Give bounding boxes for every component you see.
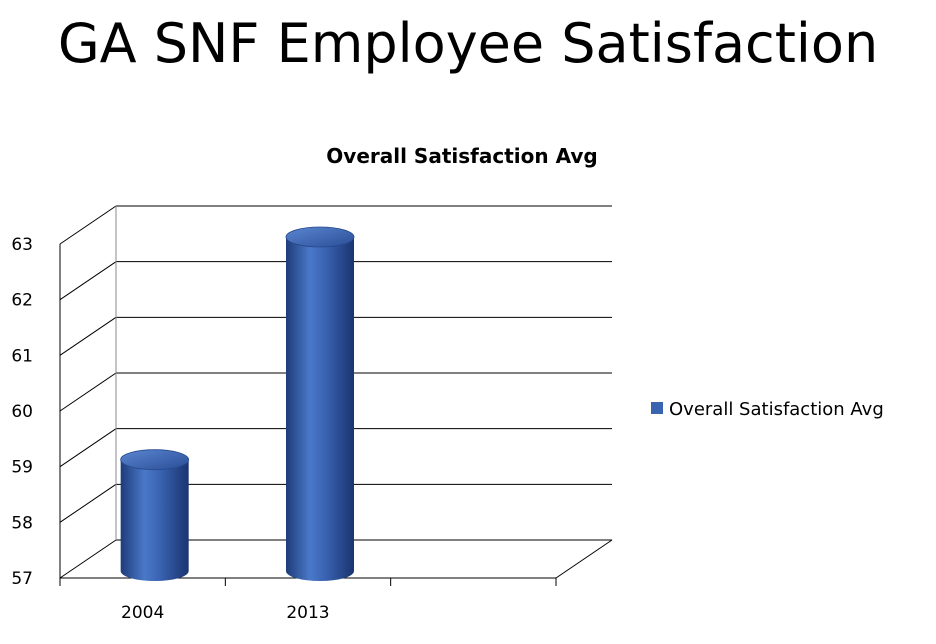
y-tick-label: 58 [11,513,33,533]
plot-area: 57 58 59 60 61 62 63 2004 2013 [11,205,613,623]
bar [120,459,189,581]
y-tick-label: 63 [11,235,33,255]
y-tick-label: 60 [11,402,33,422]
gridline-side [59,539,117,579]
bar-cap [285,226,355,248]
legend: Overall Satisfaction Avg [651,399,884,420]
gridline-side [59,261,117,301]
chart-title: Overall Satisfaction Avg [326,144,597,168]
y-tick-label: 62 [11,291,33,311]
gridline-side [59,483,117,523]
slide-title: GA SNF Employee Satisfaction [57,12,879,75]
floor-right-edge [555,539,613,579]
gridline-side [59,428,117,468]
x-tick-label: 2004 [121,603,164,623]
bar [286,237,354,581]
gridline-side [59,205,117,245]
gridline-side [59,372,117,412]
legend-swatch [651,402,663,414]
y-tick-label: 61 [11,346,33,366]
y-tick-label: 59 [11,458,33,478]
legend-label: Overall Satisfaction Avg [669,399,884,420]
gridline-side [59,316,117,356]
y-tick-label: 57 [11,569,33,589]
x-tick-label: 2013 [286,603,329,623]
bar-cap [120,449,190,471]
